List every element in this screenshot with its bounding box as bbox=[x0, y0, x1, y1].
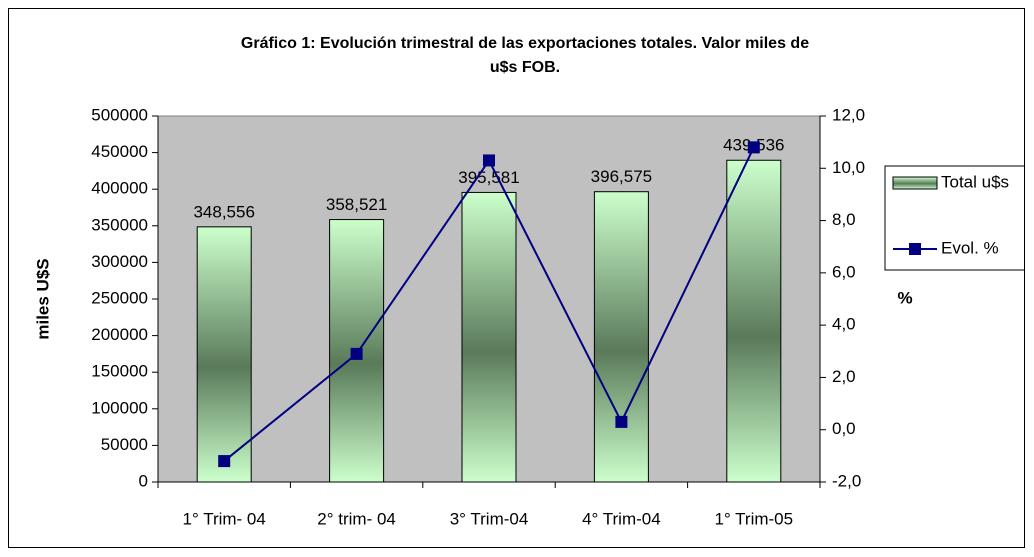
y2-tick-label: 8,0 bbox=[832, 210, 856, 229]
y-tick-label: 500000 bbox=[91, 105, 148, 124]
bar bbox=[726, 159, 782, 483]
y-tick-label: 250000 bbox=[91, 288, 148, 307]
chart-body: Gráfico 1: Evolución trimestral de las e… bbox=[33, 35, 1024, 528]
x-tick-label: 1° Trim- 04 bbox=[183, 509, 266, 528]
y-axis-title: miles U$S bbox=[33, 258, 52, 339]
line-marker bbox=[218, 455, 231, 468]
line-marker bbox=[615, 415, 628, 428]
y2-tick-label: 10,0 bbox=[832, 158, 865, 177]
line-marker bbox=[747, 141, 760, 154]
y-tick-label: 100000 bbox=[91, 398, 148, 417]
x-tick-label: 1° Trim-05 bbox=[715, 509, 794, 528]
y-tick-label: 50000 bbox=[101, 435, 148, 454]
y2-tick-label: 4,0 bbox=[832, 315, 856, 334]
chart-title: Gráfico 1: Evolución trimestral de las e… bbox=[241, 35, 809, 52]
legend-label: Evol. % bbox=[941, 238, 999, 257]
bar bbox=[196, 226, 252, 483]
y2-tick-label: 0,0 bbox=[832, 419, 856, 438]
y2-tick-label: -2,0 bbox=[832, 471, 861, 490]
bar bbox=[593, 191, 649, 483]
y-tick-label: 200000 bbox=[91, 325, 148, 344]
x-tick-label: 4° Trim-04 bbox=[582, 509, 661, 528]
line-marker bbox=[350, 347, 363, 360]
y2-tick-label: 2,0 bbox=[832, 367, 856, 386]
y-tick-label: 400000 bbox=[91, 179, 148, 198]
y-tick-label: 150000 bbox=[91, 362, 148, 381]
x-tick-label: 3° Trim-04 bbox=[450, 509, 529, 528]
data-label: 358,521 bbox=[326, 195, 387, 214]
legend-swatch bbox=[892, 176, 938, 190]
data-label: 348,556 bbox=[193, 202, 254, 221]
legend-marker bbox=[909, 243, 921, 255]
y-tick-label: 450000 bbox=[91, 142, 148, 161]
y-tick-label: 350000 bbox=[91, 215, 148, 234]
line-marker bbox=[483, 154, 495, 167]
y2-tick-label: 12,0 bbox=[832, 105, 865, 124]
chart-title: u$s FOB. bbox=[490, 59, 560, 76]
y-tick-label: 0 bbox=[139, 471, 148, 490]
x-tick-label: 2° trim- 04 bbox=[317, 509, 396, 528]
y2-axis-title: % bbox=[897, 288, 912, 307]
legend-label: Total u$s bbox=[941, 172, 1009, 191]
y-tick-label: 300000 bbox=[91, 252, 148, 271]
data-label: 395,581 bbox=[458, 168, 519, 187]
data-label: 396,575 bbox=[591, 167, 652, 186]
y2-tick-label: 6,0 bbox=[832, 262, 856, 281]
bar bbox=[461, 191, 517, 483]
